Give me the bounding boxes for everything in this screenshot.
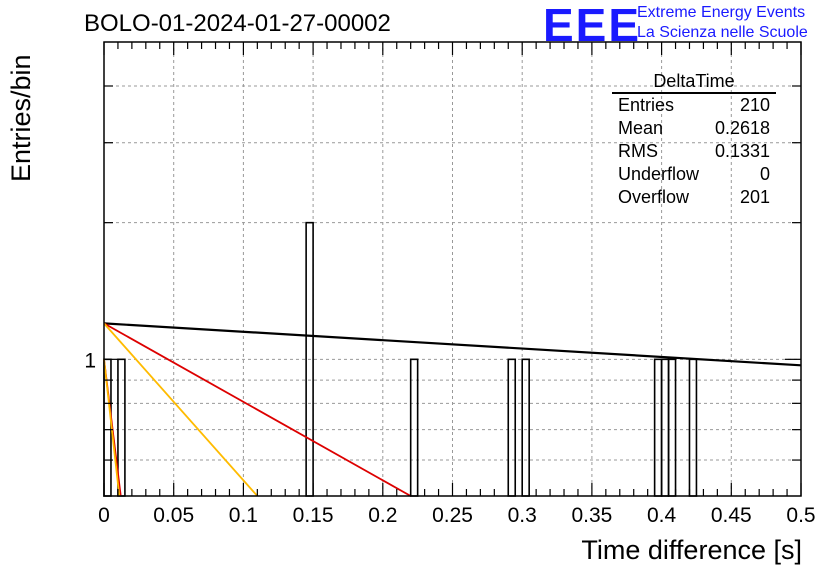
x-tick-label: 0.3	[508, 504, 537, 527]
x-tick-label: 0	[98, 504, 110, 527]
stats-row: Entries 210	[612, 94, 776, 117]
stats-row: Overflow 201	[612, 186, 776, 209]
run-title: BOLO-01-2024-01-27-00002	[84, 10, 391, 37]
stats-label: Mean	[618, 118, 664, 138]
stats-box: DeltaTime Entries 210 Mean 0.2618 RMS 0.…	[612, 70, 776, 209]
x-tick-label: 0.1	[229, 504, 258, 527]
x-tick-label: 0.35	[571, 504, 612, 527]
x-tick-label: 0.15	[293, 504, 334, 527]
stats-row: RMS 0.1331	[612, 140, 776, 163]
stats-row: Underflow 0	[612, 163, 776, 186]
stats-row: Mean 0.2618	[612, 117, 776, 140]
stats-label: Entries	[618, 95, 675, 115]
stats-value: 0	[759, 164, 770, 184]
fit-line	[103, 359, 121, 497]
x-tick-label: 0.5	[786, 504, 815, 527]
stats-title: DeltaTime	[612, 70, 776, 94]
x-tick-label: 0.05	[153, 504, 194, 527]
y-tick-label: 1	[84, 349, 96, 372]
x-tick-label: 0.25	[432, 504, 473, 527]
stats-value: 210	[739, 95, 770, 115]
stats-value: 0.1331	[714, 141, 770, 161]
eee-logo: EEE	[543, 0, 642, 51]
eee-logo-line-2: La Scienza nelle Scuole	[637, 24, 808, 41]
y-axis-label: Entries/bin	[6, 54, 36, 182]
stats-label: Overflow	[618, 187, 690, 207]
x-axis-label: Time difference [s]	[581, 535, 802, 565]
fit-line	[103, 322, 802, 367]
stats-label: Underflow	[618, 164, 700, 184]
fit-line	[103, 322, 412, 497]
x-tick-label: 0.2	[368, 504, 397, 527]
x-tick-label: 0.45	[711, 504, 752, 527]
stats-value: 201	[739, 187, 770, 207]
stats-label: RMS	[618, 141, 658, 161]
stats-value: 0.2618	[714, 118, 770, 138]
x-tick-label: 0.4	[647, 504, 677, 527]
eee-logo-line-1: Extreme Energy Events	[637, 4, 806, 21]
fit-line	[103, 322, 259, 497]
